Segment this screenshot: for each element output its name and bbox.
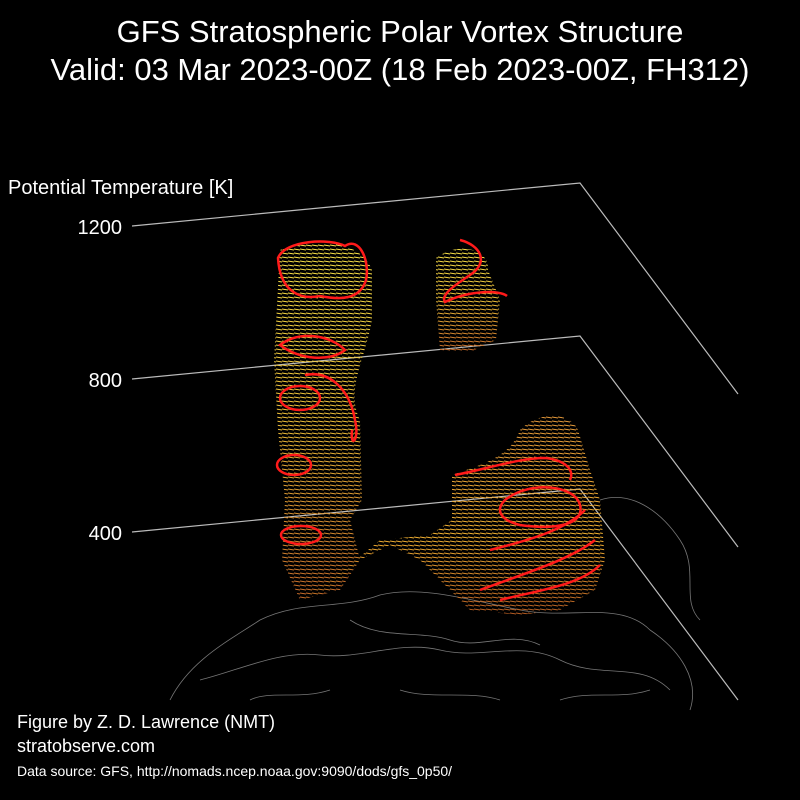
coastlines (169, 497, 701, 711)
z-axis-label: Potential Temperature [K] (8, 177, 233, 199)
credit: stratobserve.com (17, 736, 155, 756)
credit: Figure by Z. D. Lawrence (NMT) (17, 712, 275, 732)
vortex-edges (275, 238, 601, 602)
vortex-surfaces (274, 243, 605, 615)
chart-subtitle: Valid: 03 Mar 2023-00Z (18 Feb 2023-00Z,… (50, 52, 749, 87)
z-tick-label: 800 (89, 370, 122, 392)
z-tick-label: 400 (89, 523, 122, 545)
z-grid-plane (131, 182, 739, 395)
chart-title: GFS Stratospheric Polar Vortex Structure (117, 14, 684, 49)
data-source: Data source: GFS, http://nomads.ncep.noa… (17, 763, 452, 779)
z-tick-label: 1200 (78, 217, 123, 239)
